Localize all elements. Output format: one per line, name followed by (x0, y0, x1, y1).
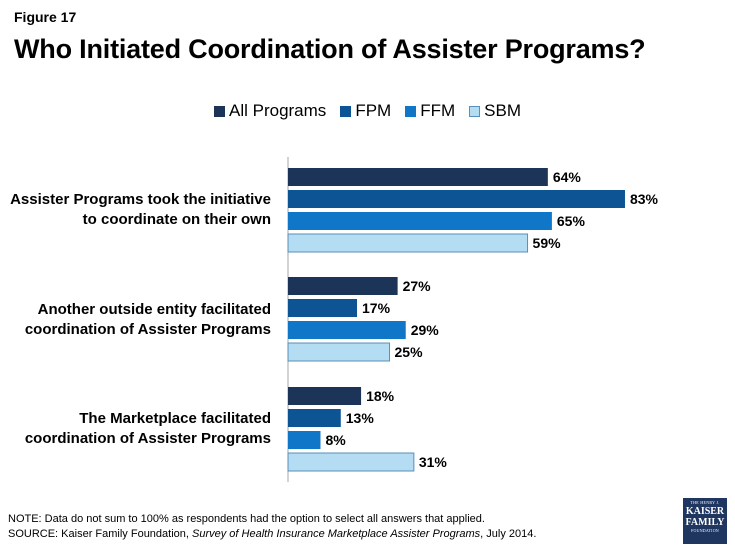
bar-ffm-0 (288, 212, 552, 230)
source-prefix: SOURCE: Kaiser Family Foundation, (8, 528, 193, 540)
bar-ffm-2 (288, 431, 321, 449)
category-label-line: Another outside entity facilitated (37, 301, 271, 318)
category-label-marketplace: The Marketplace facilitated coordination… (25, 409, 271, 449)
bar-all-programs-0 (288, 168, 548, 186)
logo-line: KAISER (685, 506, 725, 517)
category-label-line: Assister Programs took the initiative (10, 191, 271, 208)
note-text: NOTE: Data do not sum to 100% as respond… (8, 513, 485, 525)
data-label-all-programs-1: 27% (403, 278, 432, 294)
bar-fpm-2 (288, 409, 341, 427)
chart-legend: All Programs FPM FFM SBM (0, 101, 735, 121)
category-label-line: The Marketplace facilitated (79, 410, 271, 427)
chart-title: Who Initiated Coordination of Assister P… (14, 34, 646, 64)
source-text: SOURCE: Kaiser Family Foundation, Survey… (8, 527, 536, 542)
data-label-ffm-1: 29% (411, 322, 440, 338)
logo-line: FOUNDATION (691, 528, 719, 533)
data-label-ffm-0: 65% (557, 213, 586, 229)
legend-swatch-ffm (405, 105, 417, 117)
legend-label-all-programs: All Programs (229, 101, 327, 120)
source-suffix: , July 2014. (480, 528, 537, 540)
category-label-initiative: Assister Programs took the initiative to… (10, 190, 271, 230)
data-label-sbm-0: 59% (533, 235, 562, 251)
bar-fpm-0 (288, 190, 625, 208)
category-label-outside-entity: Another outside entity facilitated coord… (25, 300, 271, 340)
logo-line: FAMILY (685, 517, 725, 528)
data-label-ffm-2: 8% (325, 432, 346, 448)
category-label-line: coordination of Assister Programs (24, 430, 271, 447)
source-title: Survey of Health Insurance Marketplace A… (192, 528, 481, 540)
legend-swatch-all-programs (214, 105, 225, 117)
data-label-fpm-1: 17% (362, 300, 391, 316)
bar-sbm-1 (287, 342, 390, 362)
legend-item-fpm: FPM (340, 101, 391, 121)
kff-logo: THE HENRY J. KAISER FAMILY FOUNDATION (683, 498, 727, 544)
bar-all-programs-1 (288, 277, 398, 295)
bar-sbm-0 (287, 233, 529, 253)
data-label-sbm-2: 31% (419, 454, 448, 470)
data-label-all-programs-2: 18% (366, 388, 395, 404)
logo-line: THE HENRY J. (690, 500, 720, 505)
data-label-fpm-2: 13% (346, 410, 375, 426)
legend-label-sbm: SBM (484, 101, 521, 120)
category-label-line: to coordinate on their own (78, 211, 271, 228)
category-label-line: coordination of Assister Programs (24, 321, 271, 338)
legend-label-fpm: FPM (355, 101, 392, 120)
legend-swatch-sbm (469, 105, 481, 117)
footnote: NOTE: Data do not sum to 100% as respond… (8, 512, 536, 542)
bar-all-programs-2 (288, 387, 362, 405)
data-label-fpm-0: 83% (630, 191, 659, 207)
legend-item-ffm: FFM (405, 101, 455, 121)
bar-ffm-1 (288, 321, 406, 339)
data-label-all-programs-0: 64% (553, 169, 582, 185)
legend-swatch-fpm (340, 105, 352, 117)
legend-label-ffm: FFM (420, 101, 456, 120)
bar-sbm-2 (287, 452, 415, 472)
bar-fpm-1 (288, 299, 358, 317)
data-label-sbm-1: 25% (395, 344, 424, 360)
figure-label: Figure 17 (14, 9, 77, 25)
legend-item-sbm: SBM (469, 101, 521, 121)
legend-item-all-programs: All Programs (214, 101, 326, 121)
